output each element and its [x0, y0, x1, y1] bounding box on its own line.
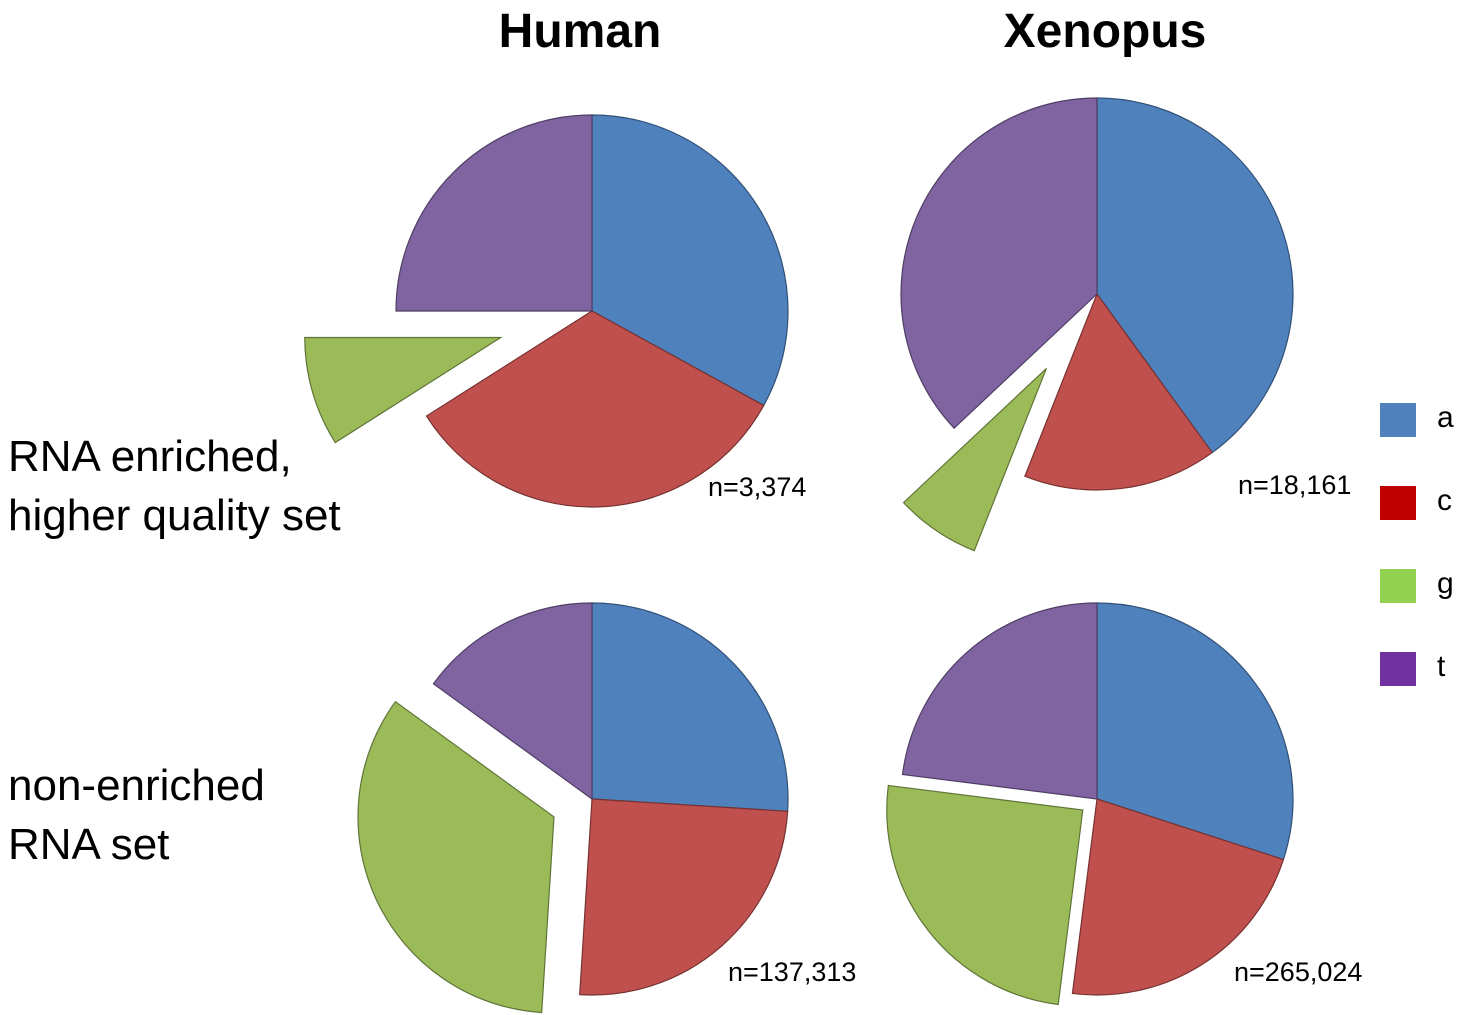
n-label-xenopus-enriched: n=18,161 [1238, 470, 1352, 500]
pie-slice-a [591, 114, 789, 407]
column-title-human: Human [498, 5, 662, 58]
pie-slice-g [304, 336, 503, 444]
pie-slice-t [395, 114, 593, 312]
pie-1 [900, 97, 1294, 552]
legend-label-c: c [1437, 484, 1452, 517]
n-label-human-non-enriched: n=137,313 [728, 957, 857, 987]
pie-0 [304, 114, 789, 508]
pie-slice-g [357, 700, 555, 1014]
legend-swatch-c [1380, 486, 1416, 520]
legend-label-g: g [1437, 567, 1454, 600]
legend-label-t: t [1437, 650, 1446, 683]
pie-slice-t [901, 602, 1098, 800]
n-label-human-enriched: n=3,374 [708, 472, 807, 502]
legend-swatch-a [1380, 403, 1416, 437]
pie-slice-c [1024, 292, 1214, 491]
pie-slice-a [1096, 602, 1294, 861]
pie-slice-g [886, 784, 1084, 1006]
row-label-non-enriched: non-enriched RNA set [8, 757, 265, 874]
row-label-line: non-enriched [8, 761, 265, 810]
pie-3 [886, 602, 1294, 1006]
row-label-enriched: RNA enriched, higher quality set [8, 428, 341, 545]
row-label-line: higher quality set [8, 490, 341, 540]
pie-slice-t [900, 97, 1098, 430]
pie-slice-c [425, 310, 765, 508]
legend-swatch-t [1380, 652, 1416, 686]
n-label-xenopus-non-enriched: n=265,024 [1234, 957, 1363, 987]
row-label-line: RNA enriched, [8, 432, 292, 481]
pie-slice-a [591, 602, 789, 812]
pie-slice-g [902, 367, 1047, 552]
pie-2 [357, 602, 789, 1014]
pie-slice-c [579, 798, 789, 996]
pie-slice-t [432, 602, 593, 801]
column-title-xenopus: Xenopus [1003, 5, 1207, 58]
legend-swatch-g [1380, 569, 1416, 603]
row-label-line: RNA set [8, 819, 170, 869]
legend-label-a: a [1437, 401, 1454, 434]
pie-slice-a [1096, 97, 1294, 454]
pie-slice-c [1071, 798, 1285, 996]
